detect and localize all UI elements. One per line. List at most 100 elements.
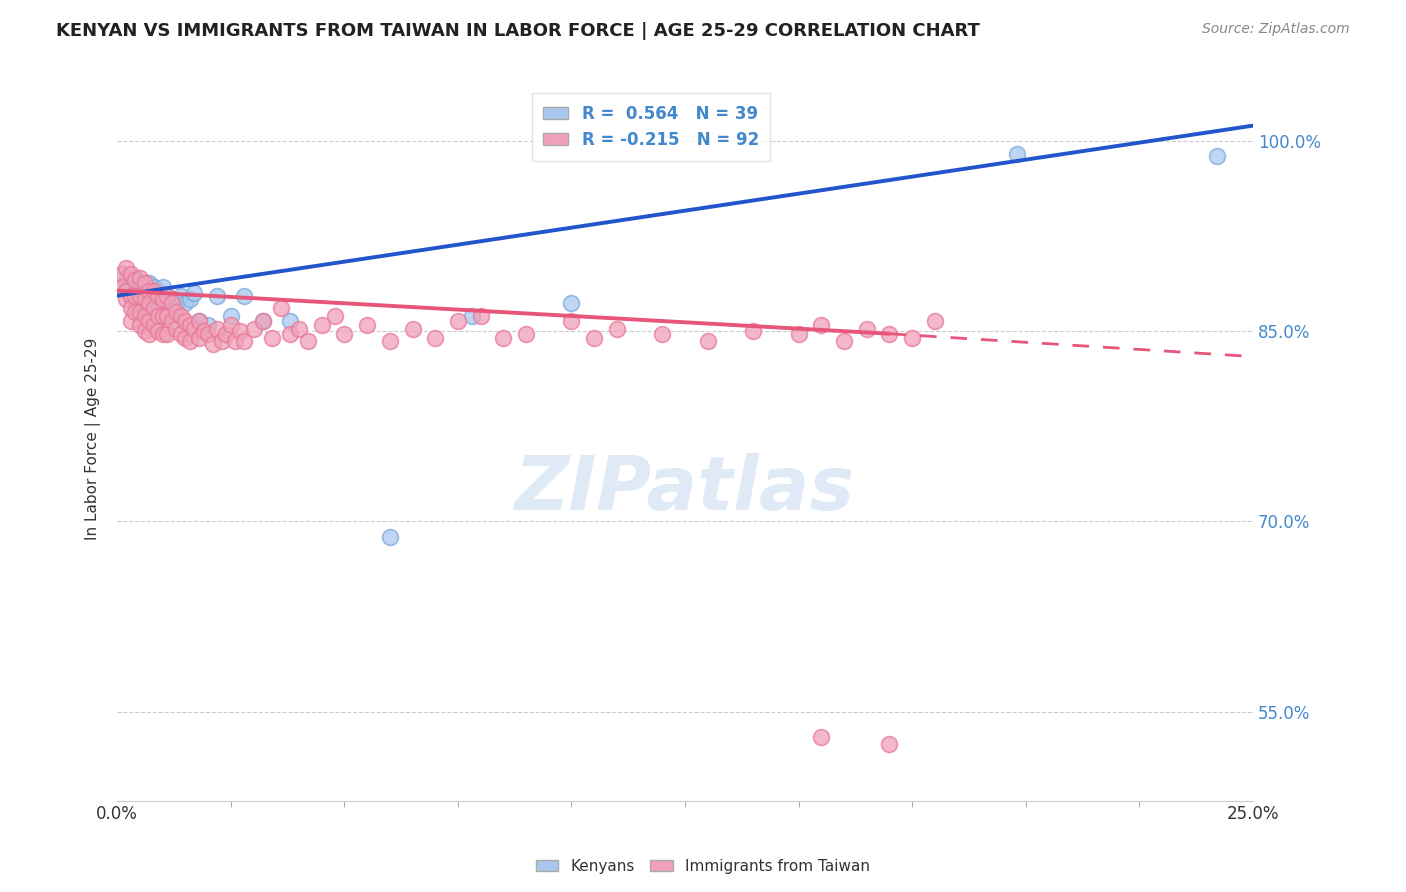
Point [378, 334, 401, 349]
Point [179, 293, 201, 307]
Point [174, 296, 197, 310]
Point [270, 301, 292, 316]
Point [146, 284, 169, 298]
Point [170, 288, 193, 302]
Text: Source: ZipAtlas.com: Source: ZipAtlas.com [1202, 22, 1350, 37]
Point [470, 309, 492, 323]
Point [138, 276, 160, 290]
Point [333, 326, 356, 341]
Point [156, 288, 179, 302]
Point [1205, 149, 1227, 163]
Point [188, 314, 211, 328]
Point [120, 288, 142, 302]
Point [152, 309, 174, 323]
Point [111, 267, 134, 281]
Point [146, 309, 169, 323]
Point [233, 288, 256, 302]
Point [224, 334, 246, 349]
Point [129, 288, 152, 302]
Point [124, 288, 146, 302]
Point [260, 330, 283, 344]
Point [146, 288, 169, 302]
Point [152, 326, 174, 341]
Point [252, 314, 274, 328]
Point [810, 730, 832, 744]
Point [211, 334, 233, 349]
Point [115, 284, 138, 298]
Point [197, 318, 219, 332]
Point [120, 301, 142, 316]
Point [560, 314, 582, 328]
Point [356, 318, 378, 332]
Point [129, 299, 152, 313]
Point [215, 326, 238, 341]
Point [142, 284, 165, 298]
Point [229, 324, 252, 338]
Point [188, 330, 211, 344]
Point [129, 305, 152, 319]
Point [311, 318, 333, 332]
Point [188, 314, 211, 328]
Point [142, 299, 165, 313]
Point [515, 326, 537, 341]
Point [152, 280, 174, 294]
Point [142, 280, 165, 294]
Point [879, 326, 901, 341]
Point [233, 334, 256, 349]
Point [297, 334, 319, 349]
Point [901, 330, 924, 344]
Point [183, 286, 205, 301]
Point [447, 314, 470, 328]
Legend: R =  0.564   N = 39, R = -0.215   N = 92: R = 0.564 N = 39, R = -0.215 N = 92 [531, 93, 770, 161]
Point [205, 321, 228, 335]
Point [219, 318, 242, 332]
Point [156, 309, 179, 323]
Point [252, 314, 274, 328]
Point [855, 321, 877, 335]
Point [924, 314, 946, 328]
Point [278, 314, 301, 328]
Point [129, 288, 152, 302]
Point [156, 309, 179, 323]
Point [170, 309, 193, 323]
Point [165, 301, 187, 316]
Point [1005, 146, 1028, 161]
Point [152, 293, 174, 307]
Point [205, 288, 228, 302]
Point [174, 330, 197, 344]
Point [124, 273, 146, 287]
Point [134, 293, 156, 307]
Point [115, 276, 138, 290]
Point [323, 309, 346, 323]
Point [179, 334, 201, 349]
Point [606, 321, 628, 335]
Point [179, 318, 201, 332]
Point [138, 314, 160, 328]
Point [152, 296, 174, 310]
Point [696, 334, 718, 349]
Point [201, 337, 224, 351]
Point [560, 296, 582, 310]
Text: KENYAN VS IMMIGRANTS FROM TAIWAN IN LABOR FORCE | AGE 25-29 CORRELATION CHART: KENYAN VS IMMIGRANTS FROM TAIWAN IN LABO… [56, 22, 980, 40]
Point [278, 326, 301, 341]
Point [170, 326, 193, 341]
Point [160, 293, 183, 307]
Point [165, 305, 187, 319]
Point [197, 326, 219, 341]
Point [174, 314, 197, 328]
Point [832, 334, 855, 349]
Point [378, 530, 401, 544]
Point [242, 321, 264, 335]
Point [460, 309, 482, 323]
Point [165, 321, 187, 335]
Point [111, 280, 134, 294]
Point [810, 318, 832, 332]
Point [146, 301, 169, 316]
Point [425, 330, 447, 344]
Point [124, 284, 146, 298]
Point [879, 737, 901, 751]
Point [193, 324, 215, 338]
Point [134, 309, 156, 323]
Point [120, 314, 142, 328]
Point [120, 267, 142, 281]
